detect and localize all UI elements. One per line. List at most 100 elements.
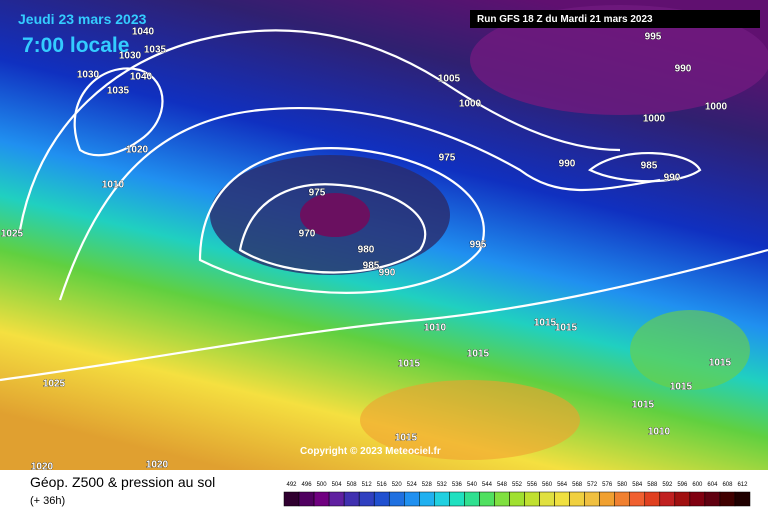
scale-swatch [343, 491, 360, 507]
isobar-label: 1000 [643, 114, 666, 125]
isobar-label: 980 [358, 245, 375, 256]
isobar-label: 990 [559, 159, 576, 170]
scale-label: 576 [602, 482, 613, 488]
isobar-label: 1015 [670, 382, 693, 393]
scale-swatch [704, 491, 721, 507]
scale-label: 596 [677, 482, 688, 488]
isobar-label: 1040 [132, 27, 155, 38]
scale-swatch [509, 491, 525, 507]
scale-label: 552 [512, 482, 523, 488]
scale-swatch [524, 491, 540, 507]
scale-swatch [719, 491, 736, 507]
scale-label: 536 [452, 482, 463, 488]
isobar-label: 1015 [395, 433, 418, 444]
scale-label: 520 [392, 482, 403, 488]
scale-label: 544 [482, 482, 493, 488]
scale-label: 568 [572, 482, 583, 488]
scale-label: 500 [317, 482, 328, 488]
isobar-label: 995 [645, 32, 662, 43]
scale-label: 588 [647, 482, 658, 488]
isobar-label: 985 [363, 261, 380, 272]
scale-swatch [659, 491, 676, 507]
scale-swatch [734, 491, 751, 507]
scale-label: 560 [542, 482, 553, 488]
scale-label: 556 [527, 482, 538, 488]
isobar-label: 1000 [459, 99, 482, 110]
isobar-label: 1035 [107, 86, 130, 97]
scale-swatch [449, 491, 465, 507]
valid-date: Jeudi 23 mars 2023 [18, 11, 147, 27]
footer-lead: (+ 36h) [30, 495, 65, 507]
run-box [470, 10, 760, 28]
map-area [0, 0, 768, 470]
scale-swatch [434, 491, 450, 507]
scale-label: 532 [437, 482, 448, 488]
isobar-label: 1035 [144, 45, 167, 56]
local-time: 7:00 locale [22, 34, 129, 57]
isobar-label: 1000 [705, 102, 728, 113]
scale-label: 496 [302, 482, 313, 488]
scale-swatch [464, 491, 480, 507]
copyright: Copyright © 2023 Meteociel.fr [300, 446, 441, 457]
color-scale: 492 496 500 504 508 512 516 520 524 528 532 536 540 5… [283, 482, 751, 507]
scale-swatch [689, 491, 706, 507]
isobar-label: 990 [664, 173, 681, 184]
scale-label: 580 [617, 482, 628, 488]
scale-label: 528 [422, 482, 433, 488]
isobar-label: 1040 [130, 72, 153, 83]
isobar-label: 990 [379, 268, 396, 279]
scale-label: 608 [722, 482, 733, 488]
run-info: Run GFS 18 Z du Mardi 21 mars 2023 [477, 14, 653, 25]
scale-label: 540 [467, 482, 478, 488]
isobar-label: 1025 [43, 379, 66, 390]
scale-label: 508 [347, 482, 358, 488]
isobar-label: 1005 [438, 74, 461, 85]
scale-swatch [328, 491, 345, 507]
isobar-label: 975 [439, 153, 456, 164]
scale-label: 592 [662, 482, 673, 488]
isobar-label: 1015 [632, 400, 655, 411]
scale-label: 600 [692, 482, 703, 488]
scale-swatch [404, 491, 420, 507]
scale-swatch [494, 491, 510, 507]
isobar-label: 1015 [534, 318, 557, 329]
isobar-label: 1015 [467, 349, 490, 360]
isobar-label: 1020 [146, 460, 169, 471]
scale-swatch [644, 491, 661, 507]
isobar-label: 1010 [424, 323, 447, 334]
scale-swatch [298, 491, 315, 507]
scale-swatch [283, 491, 300, 507]
scale-swatch [373, 491, 390, 507]
scale-swatch [614, 491, 630, 507]
scale-swatch [674, 491, 691, 507]
scale-label: 584 [632, 482, 643, 488]
scale-swatch [539, 491, 555, 507]
scale-swatch [599, 491, 615, 507]
scale-swatch [584, 491, 600, 507]
scale-label: 612 [737, 482, 748, 488]
scale-label: 512 [362, 482, 373, 488]
isobar-label: 1030 [77, 70, 100, 81]
scale-swatch [569, 491, 585, 507]
footer-title: Géop. Z500 & pression au sol [30, 474, 215, 490]
isobar-label: 1025 [1, 229, 24, 240]
isobar-label: 1015 [555, 323, 578, 334]
isobar-label: 1015 [709, 358, 732, 369]
isobar-label: 985 [641, 161, 658, 172]
scale-swatch [313, 491, 330, 507]
isobar-label: 1020 [126, 145, 149, 156]
scale-swatch [629, 491, 646, 507]
isobar-label: 1010 [102, 180, 125, 191]
scale-label: 504 [332, 482, 343, 488]
scale-label: 516 [377, 482, 388, 488]
scale-label: 548 [497, 482, 508, 488]
isobar-label: 970 [299, 229, 316, 240]
isobar-label: 990 [675, 64, 692, 75]
scale-label: 572 [587, 482, 598, 488]
scale-swatch [388, 491, 405, 507]
scale-swatch [358, 491, 375, 507]
isobar-label: 1020 [31, 462, 54, 473]
scale-label: 604 [707, 482, 718, 488]
scale-label: 564 [557, 482, 568, 488]
